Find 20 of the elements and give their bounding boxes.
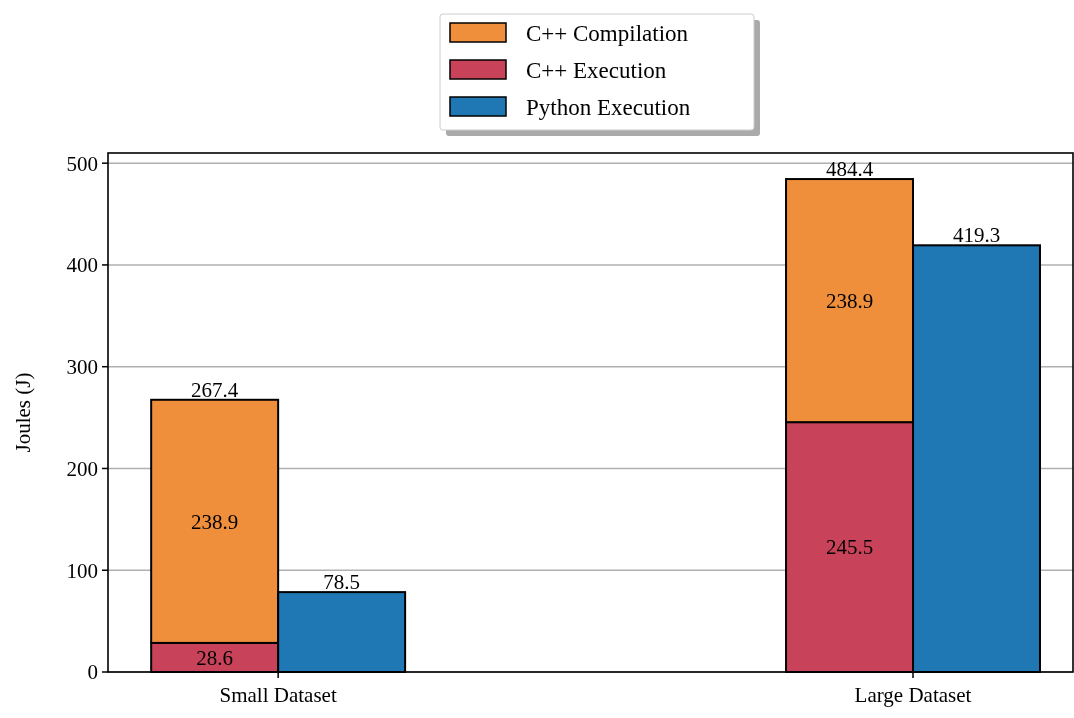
data-label: 245.5 <box>825 535 874 560</box>
y-tick-label: 0 <box>87 660 98 685</box>
legend-label: Python Execution <box>526 95 691 121</box>
y-tick-label: 500 <box>66 151 98 176</box>
data-label: 238.9 <box>825 288 874 313</box>
data-label: 28.6 <box>196 645 234 670</box>
total-label: 267.4 <box>191 377 239 402</box>
y-tick-label: 100 <box>66 558 98 583</box>
legend-label: C++ Execution <box>526 58 667 84</box>
total-label: 484.4 <box>825 157 874 182</box>
x-tick-label: Large Dataset <box>854 683 972 707</box>
x-tick-label: Small Dataset <box>219 683 337 707</box>
y-tick-label: 400 <box>66 253 98 278</box>
data-label: 419.3 <box>952 223 1001 248</box>
y-tick-label: 200 <box>66 456 98 481</box>
y-axis-title: Joules (J) <box>11 372 35 453</box>
data-label: 78.5 <box>323 570 361 595</box>
data-label: 238.9 <box>191 509 239 534</box>
legend-label: C++ Compilation <box>526 21 689 47</box>
y-tick-label: 300 <box>66 355 98 380</box>
